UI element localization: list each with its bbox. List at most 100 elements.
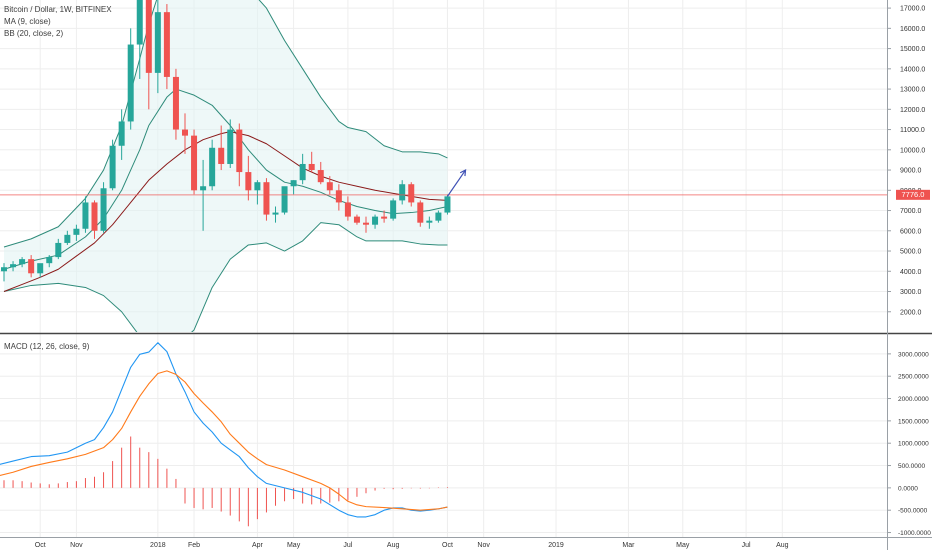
macd-tick-label: -1000.0000 — [898, 530, 931, 537]
candle — [444, 194, 451, 215]
price-tick-label: 6000.0 — [900, 228, 922, 235]
candle — [10, 261, 17, 272]
candle — [136, 0, 143, 79]
candle — [91, 200, 98, 239]
time-tick-label: Aug — [387, 542, 400, 549]
bb-fill-area — [4, 0, 448, 332]
candle-body — [145, 0, 152, 73]
candle — [299, 153, 306, 185]
price-tick-label: 2000.0 — [900, 309, 922, 316]
candle-body — [399, 184, 406, 201]
price-tick-label: 5000.0 — [900, 249, 922, 256]
price-tick-label: 7000.0 — [900, 208, 922, 215]
candle — [182, 113, 188, 154]
candle-body — [218, 147, 225, 164]
candle-body — [200, 186, 207, 191]
time-tick-label: Feb — [188, 542, 200, 549]
candle — [390, 198, 397, 221]
macd-legend[interactable]: MACD (12, 26, close, 9) — [4, 342, 90, 351]
candle-body — [363, 222, 369, 225]
candle — [163, 4, 170, 90]
candle-body — [28, 259, 35, 274]
candle — [254, 180, 261, 205]
candle — [200, 159, 207, 231]
candle-body — [353, 216, 360, 223]
candle — [154, 0, 161, 94]
candle — [308, 151, 315, 173]
candle — [363, 216, 369, 233]
candle-body — [245, 172, 252, 191]
candle — [353, 214, 360, 225]
macd-tick-label: 1000.0000 — [898, 441, 929, 448]
candle-body — [64, 234, 71, 243]
price-pane — [0, 0, 887, 332]
time-tick-label: Oct — [35, 542, 46, 549]
candle-body — [417, 202, 424, 223]
bb-legend[interactable]: BB (20, close, 2) — [4, 29, 64, 38]
price-tick-label: 16000.0 — [900, 26, 925, 33]
candle-body — [191, 135, 198, 191]
candle-body — [326, 182, 333, 191]
candle — [64, 230, 71, 245]
candle-body — [444, 196, 451, 213]
candle — [109, 139, 116, 191]
price-tick-label: 12000.0 — [900, 107, 925, 114]
candle — [46, 255, 53, 268]
price-tick-label: 14000.0 — [900, 66, 925, 73]
candle-body — [19, 259, 26, 265]
price-tick-label: 17000.0 — [900, 6, 925, 13]
macd-tick-label: 0.0000 — [898, 485, 918, 492]
candle-body — [254, 182, 261, 191]
candle — [417, 200, 424, 227]
macd-tick-label: 1500.0000 — [898, 418, 929, 425]
macd-tick-label: 500.0000 — [898, 463, 925, 470]
candle-body — [317, 170, 324, 183]
candle-body — [55, 242, 62, 258]
candle-body — [91, 202, 98, 231]
candle-body — [408, 184, 415, 203]
candle — [435, 210, 442, 223]
candle-body — [335, 190, 342, 203]
time-tick-label: Nov — [70, 542, 83, 549]
time-tick-label: Nov — [477, 542, 490, 549]
candle-body — [73, 228, 80, 235]
candle-body — [426, 220, 433, 223]
price-tick-label: 13000.0 — [900, 87, 925, 94]
candle-body — [209, 147, 216, 187]
candle-body — [281, 186, 288, 213]
ma-legend[interactable]: MA (9, close) — [4, 17, 51, 26]
candle-body — [290, 180, 297, 187]
bb-upper-band — [3, 0, 448, 248]
symbol-title: Bitcoin / Dollar, 1W, BITFINEX — [4, 5, 112, 14]
candle-body — [163, 12, 170, 77]
ma-line — [3, 131, 448, 292]
candle — [344, 196, 351, 221]
candle-body — [344, 202, 351, 217]
candle-body — [154, 12, 161, 73]
price-tick-label: 9000.0 — [900, 168, 922, 175]
candle-body — [381, 216, 388, 219]
time-tick-label: Oct — [442, 542, 453, 549]
candle — [290, 180, 297, 195]
macd-tick-label: 2500.0000 — [898, 374, 929, 381]
candle — [127, 28, 134, 130]
candle — [19, 257, 26, 268]
candle — [118, 109, 125, 160]
candle — [381, 210, 388, 223]
price-tick-label: 4000.0 — [900, 269, 922, 276]
candle — [426, 216, 433, 229]
candle-body — [37, 263, 44, 274]
time-tick-label: May — [287, 542, 301, 549]
time-tick-label: Apr — [252, 542, 264, 549]
candle-body — [182, 129, 188, 136]
candle — [263, 178, 270, 221]
candle-body — [172, 76, 179, 130]
candle-body — [372, 216, 379, 225]
candle — [245, 155, 252, 201]
candle-body — [299, 163, 306, 181]
candle — [272, 206, 279, 223]
time-tick-label: May — [676, 542, 690, 549]
candle — [281, 186, 288, 215]
